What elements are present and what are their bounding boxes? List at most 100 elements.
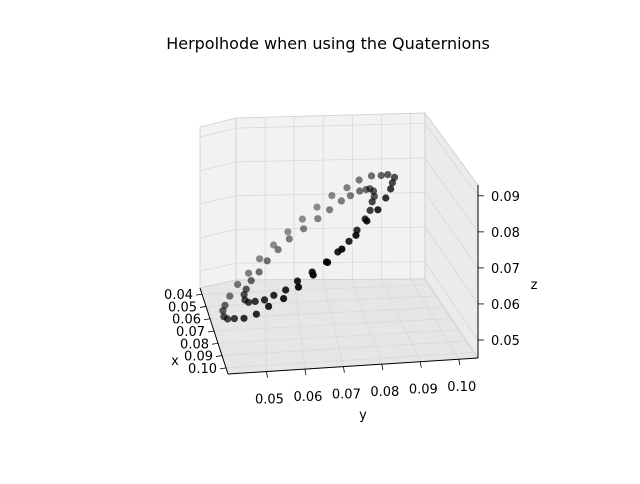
y-tick-label: 0.05 [255,393,284,408]
z-gridline-side [424,226,479,305]
data-point [263,257,271,265]
data-point [221,301,229,309]
data-point [356,187,364,195]
y-gridline-floor [264,279,267,372]
data-point [285,235,293,243]
y-gridline-floor [381,279,421,362]
y-tick [304,369,307,376]
z-gridline-left [199,127,237,138]
data-point [345,237,353,245]
data-point [326,206,334,214]
data-point [274,246,282,254]
x-tick-label: 0.06 [172,313,201,328]
data-point [260,296,269,304]
y-gridline-floor [410,278,460,360]
y-gridline-floor [322,279,344,367]
x-tick-label: 0.09 [184,350,213,365]
x-tick [215,355,223,357]
data-point [270,291,278,299]
x-gridline [213,318,452,332]
y-tick-label: 0.07 [332,388,361,403]
x-gridline [205,295,437,307]
data-point [245,269,253,277]
x-tick-label: 0.05 [168,300,197,315]
data-point [226,292,234,300]
z-gridline-side [424,261,479,341]
y-gridline-floor [293,279,306,370]
x-axis-line [199,287,229,375]
data-point [245,298,253,306]
x-tick-label: 0.08 [180,337,209,352]
data-point [280,295,288,303]
data-point [368,198,376,206]
data-point [234,280,242,288]
z-tick-label: 0.08 [491,226,520,241]
y-tick [381,364,384,371]
data-point [352,231,360,239]
x-tick [211,342,219,345]
z-tick-label: 0.06 [491,298,520,313]
y-tick [342,366,345,373]
x-tick-label: 0.07 [176,325,205,340]
y-axis-line [227,357,479,375]
z-gridline-back [235,122,426,129]
data-point [224,315,232,323]
data-point [255,268,263,276]
data-point [313,203,321,211]
data-point [256,255,264,263]
data-point [382,194,390,202]
x-tick-label: 0.10 [188,362,217,377]
data-point [240,314,248,322]
axes: 0.040.050.060.070.080.090.100.05 0.06 0.07… [164,185,520,408]
z-axis-label: z [531,278,538,293]
z-gridline-back [235,157,426,163]
x-gridline [217,329,460,344]
data-point [270,241,278,249]
data-point [390,173,399,181]
data-point [363,217,371,225]
y-tick [266,371,268,378]
data-point [300,225,308,233]
y-tick-label: 0.10 [447,380,476,395]
x-tick [203,318,211,321]
data-point [337,197,345,205]
data-point [366,206,374,214]
data-point [251,297,259,305]
z-gridline-left [199,262,237,272]
data-point [240,291,248,299]
data-point [293,277,302,285]
data-point [388,179,396,187]
x-tick [195,293,203,296]
data-point [324,258,332,266]
x-tick [207,330,215,333]
y-tick [458,359,461,366]
z-gridline-side [424,157,479,233]
data-point [387,185,395,193]
data-point [284,228,292,236]
data-point [369,187,378,195]
data-point [242,285,250,293]
y-tick-label: 0.08 [370,385,399,400]
x-gridline [201,284,429,295]
z-gridline-left [199,195,237,205]
y-axis-label: y [359,408,367,423]
data-point [346,192,354,200]
y-tick-label: 0.09 [409,383,438,398]
data-point [384,171,392,179]
z-tick-label: 0.05 [491,334,520,349]
data-point [367,172,376,180]
y-tick-label: 0.06 [293,390,322,405]
z-gridline-left [199,228,237,239]
z-gridline-back [235,226,426,230]
x-gridline [225,351,475,369]
z-gridline-back [235,192,426,197]
data-point [355,176,363,184]
x-tick-label: 0.04 [164,288,193,303]
data-point [377,171,385,180]
data-point [265,302,273,310]
z-tick-label: 0.07 [491,262,520,277]
data-point [282,286,290,294]
z-gridline-side [424,192,479,269]
